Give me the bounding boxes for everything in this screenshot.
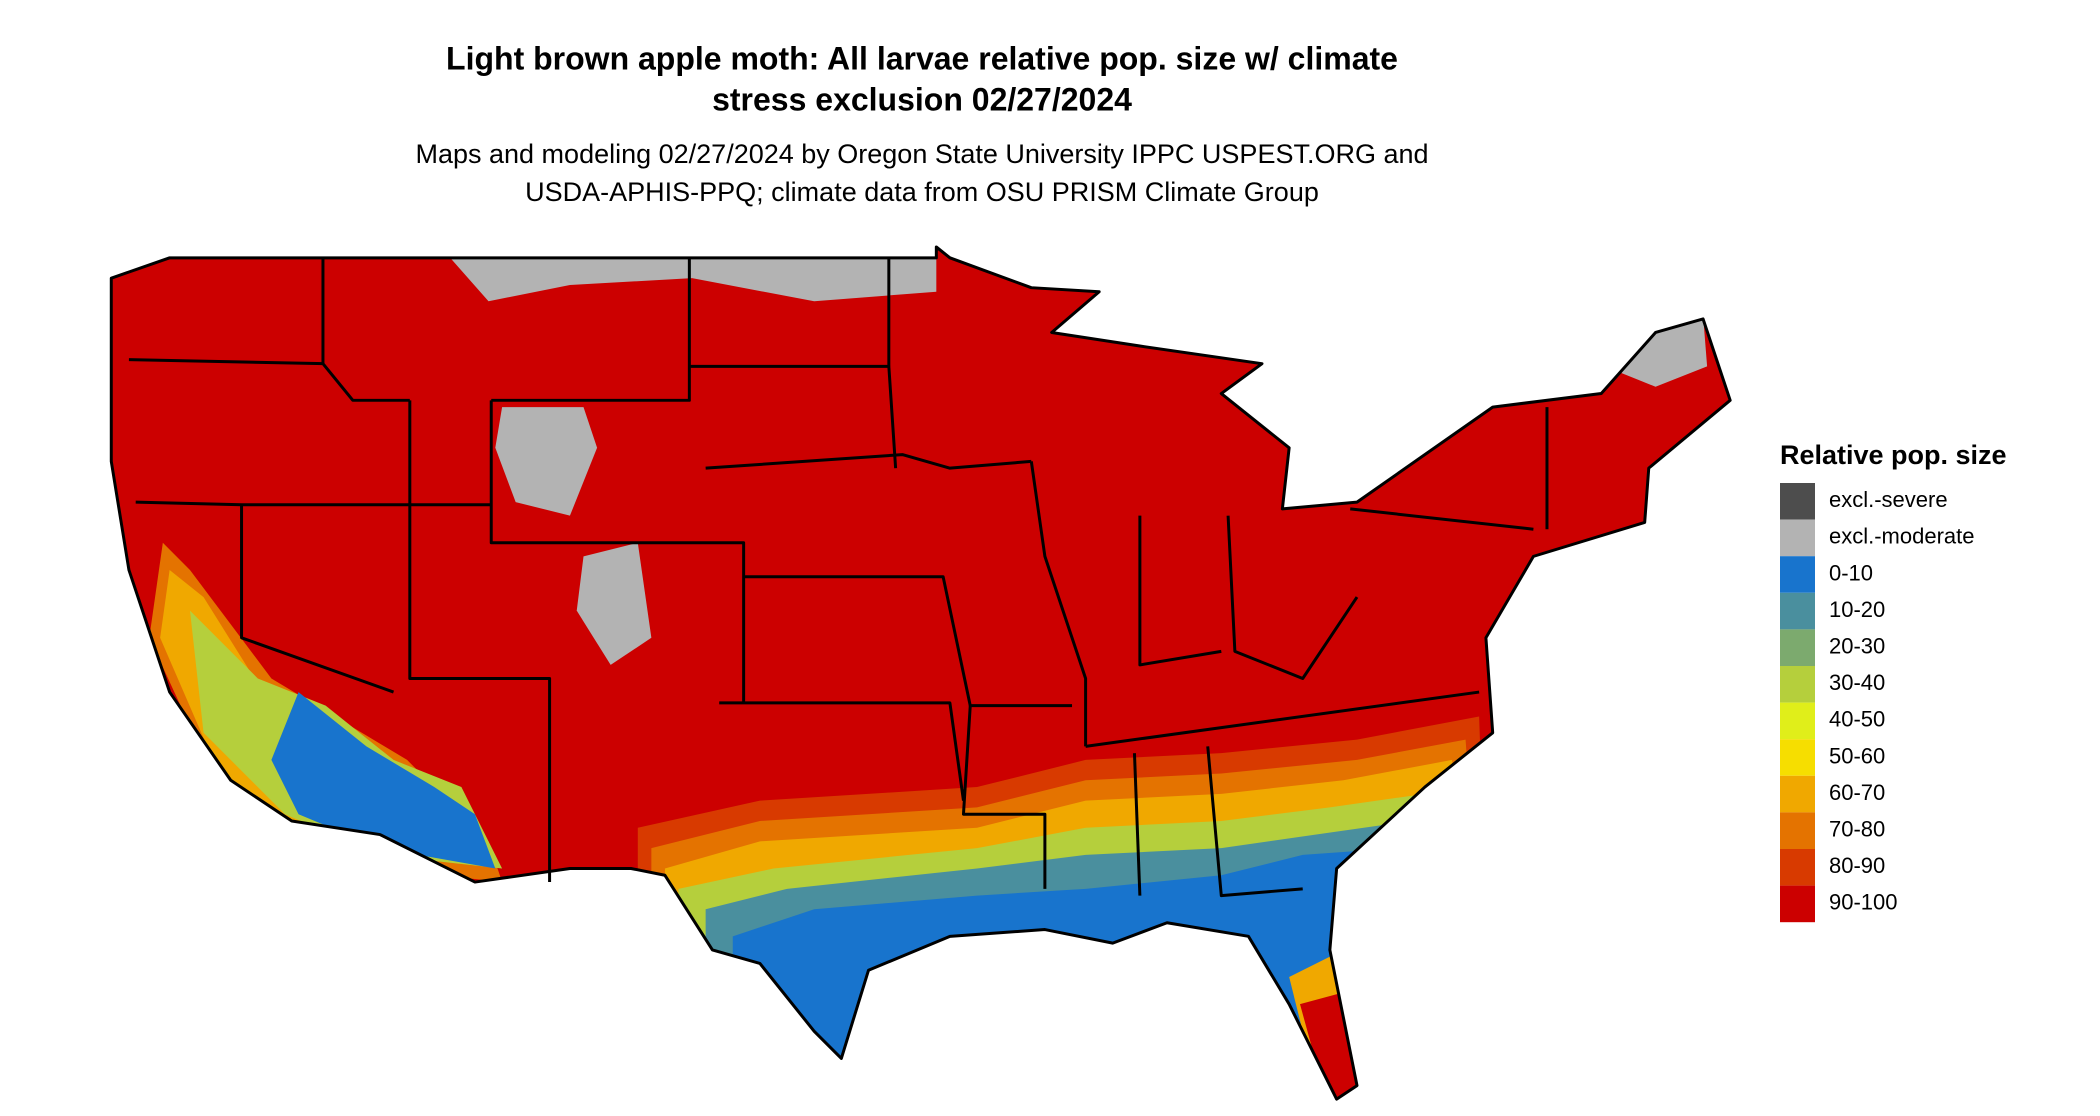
border xyxy=(719,701,965,801)
border xyxy=(135,500,492,507)
legend-label: 30-40 xyxy=(1829,670,1885,695)
border xyxy=(489,400,746,703)
legend-swatch xyxy=(1780,666,1815,703)
map-fill xyxy=(111,246,1731,1100)
title-line: stress exclusion 02/27/2024 xyxy=(712,81,1132,117)
border xyxy=(961,705,1047,889)
border xyxy=(408,400,552,883)
region xyxy=(447,255,937,302)
legend-swatch xyxy=(1780,885,1815,923)
region xyxy=(271,692,496,869)
state-borders xyxy=(128,257,1549,898)
border xyxy=(1350,507,1534,531)
us-map xyxy=(109,245,1732,1101)
border xyxy=(1138,515,1222,667)
legend-swatch xyxy=(1780,519,1815,557)
legend-label: excl.-severe xyxy=(1829,487,1948,512)
border xyxy=(128,358,410,402)
region xyxy=(576,542,652,665)
legend-swatch xyxy=(1780,702,1815,740)
legend-label: 0-10 xyxy=(1829,560,1873,585)
border xyxy=(1206,746,1303,898)
legend-label: excl.-moderate xyxy=(1829,524,1975,549)
legend-label: 80-90 xyxy=(1829,853,1885,878)
legend: excl.-severe excl.-moderate 0-10 10-20 20-30… xyxy=(1780,483,1975,923)
legend-swatch xyxy=(1780,849,1815,886)
legend-label: 20-30 xyxy=(1829,634,1885,659)
border xyxy=(1226,515,1359,680)
legend-label: 60-70 xyxy=(1829,780,1885,805)
legend-label: 90-100 xyxy=(1829,890,1898,915)
legend-swatch xyxy=(1780,812,1815,849)
subtitle-line: USDA-APHIS-PPQ; climate data from OSU PR… xyxy=(525,177,1319,207)
legend-swatch xyxy=(1780,629,1815,666)
border xyxy=(491,257,691,402)
region xyxy=(111,246,1731,1100)
border xyxy=(1029,461,1088,747)
legend-label: 10-20 xyxy=(1829,597,1885,622)
legend-swatch xyxy=(1780,483,1815,520)
legend-label: 50-60 xyxy=(1829,743,1885,768)
legend-swatch xyxy=(1780,592,1815,630)
border xyxy=(1085,690,1480,748)
legend-label: 40-50 xyxy=(1829,707,1885,732)
border xyxy=(743,575,1073,708)
legend-swatch xyxy=(1780,739,1815,776)
border xyxy=(240,504,395,694)
border xyxy=(705,453,1032,470)
legend-swatch xyxy=(1780,556,1815,593)
title-line: Light brown apple moth: All larvae relat… xyxy=(446,40,1398,76)
subtitle-line: Maps and modeling 02/27/2024 by Oregon S… xyxy=(415,139,1428,169)
border xyxy=(1132,753,1142,896)
legend-swatch xyxy=(1780,775,1815,813)
region xyxy=(495,407,598,516)
legend-label: 70-80 xyxy=(1829,817,1885,842)
legend-title: Relative pop. size xyxy=(1780,440,2007,470)
